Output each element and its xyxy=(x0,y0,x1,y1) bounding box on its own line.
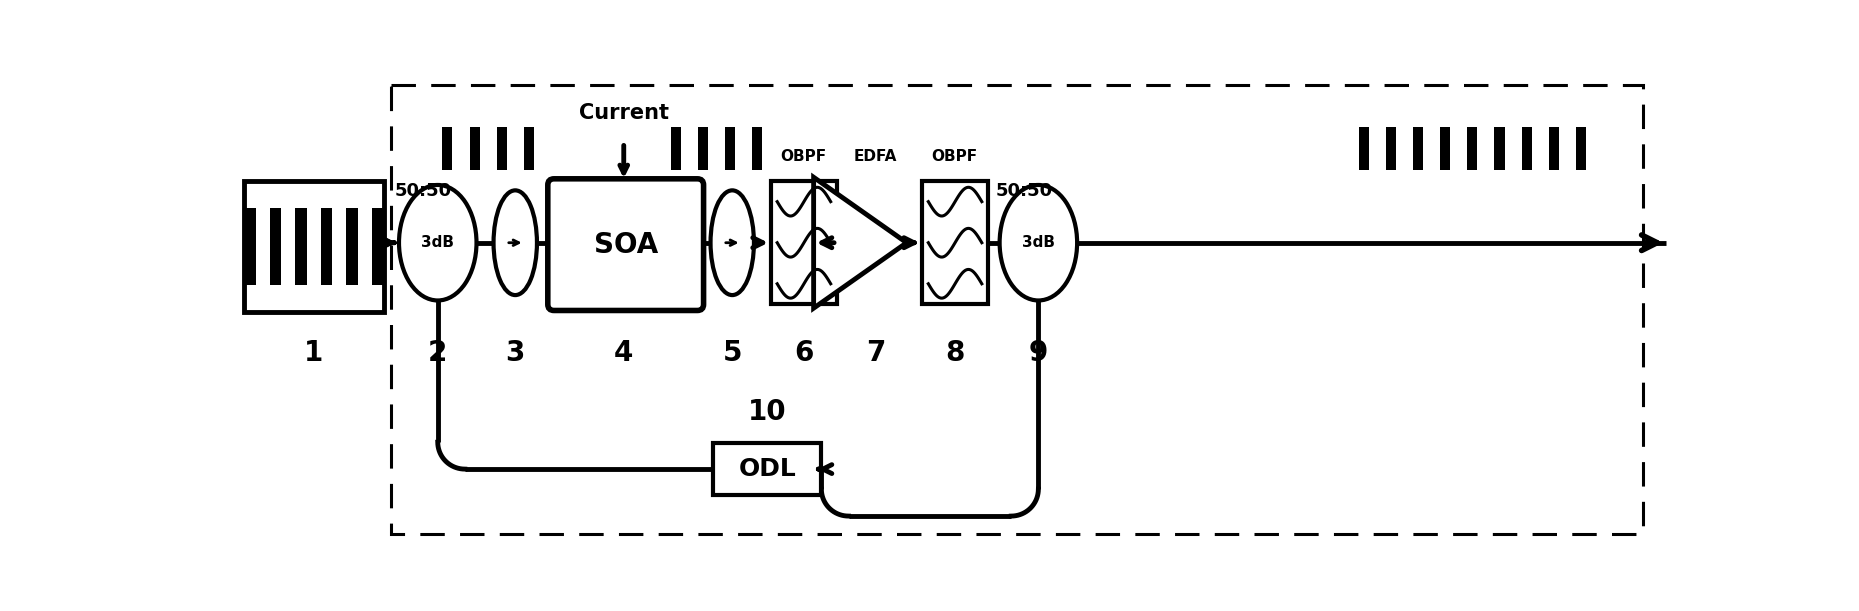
Bar xyxy=(346,208,359,285)
Text: OBPF: OBPF xyxy=(781,149,827,164)
FancyBboxPatch shape xyxy=(548,179,703,310)
Bar xyxy=(270,208,281,285)
Ellipse shape xyxy=(710,191,755,295)
Ellipse shape xyxy=(493,191,537,295)
Bar xyxy=(725,127,736,170)
Text: 3: 3 xyxy=(506,339,524,367)
Bar xyxy=(699,127,708,170)
Text: 50:50: 50:50 xyxy=(396,182,452,200)
Bar xyxy=(322,208,333,285)
Text: 4: 4 xyxy=(613,339,634,367)
Bar xyxy=(442,127,452,170)
Bar xyxy=(524,127,534,170)
Bar xyxy=(922,181,987,304)
Text: ODL: ODL xyxy=(738,457,796,481)
Bar xyxy=(244,181,383,312)
Bar xyxy=(1495,127,1504,170)
Bar xyxy=(496,127,508,170)
Bar xyxy=(1576,127,1586,170)
Text: 3dB: 3dB xyxy=(422,235,454,251)
Text: EDFA: EDFA xyxy=(853,149,898,164)
Bar xyxy=(244,208,257,285)
Text: 50:50: 50:50 xyxy=(996,182,1052,200)
Bar xyxy=(1387,127,1396,170)
Bar xyxy=(1359,127,1368,170)
Text: 6: 6 xyxy=(794,339,812,367)
Ellipse shape xyxy=(400,185,476,301)
Bar xyxy=(296,208,307,285)
Bar xyxy=(771,181,837,304)
Text: 10: 10 xyxy=(747,398,786,426)
Text: 1: 1 xyxy=(305,339,323,367)
Text: 5: 5 xyxy=(723,339,742,367)
Text: SOA: SOA xyxy=(593,230,658,258)
Bar xyxy=(712,443,822,496)
Ellipse shape xyxy=(1000,185,1076,301)
Bar xyxy=(1549,127,1560,170)
Bar xyxy=(1441,127,1450,170)
Bar xyxy=(1467,127,1478,170)
Bar xyxy=(671,127,680,170)
Text: 2: 2 xyxy=(428,339,448,367)
Bar xyxy=(470,127,480,170)
Text: OBPF: OBPF xyxy=(931,149,978,164)
Text: 9: 9 xyxy=(1028,339,1048,367)
Text: 3dB: 3dB xyxy=(1022,235,1054,251)
Polygon shape xyxy=(814,177,907,308)
Bar xyxy=(390,85,1643,534)
Text: 8: 8 xyxy=(944,339,965,367)
Bar xyxy=(753,127,762,170)
Bar xyxy=(372,208,383,285)
Bar xyxy=(1521,127,1532,170)
Text: 7: 7 xyxy=(866,339,885,367)
Bar xyxy=(1413,127,1424,170)
Text: Current: Current xyxy=(578,103,669,123)
